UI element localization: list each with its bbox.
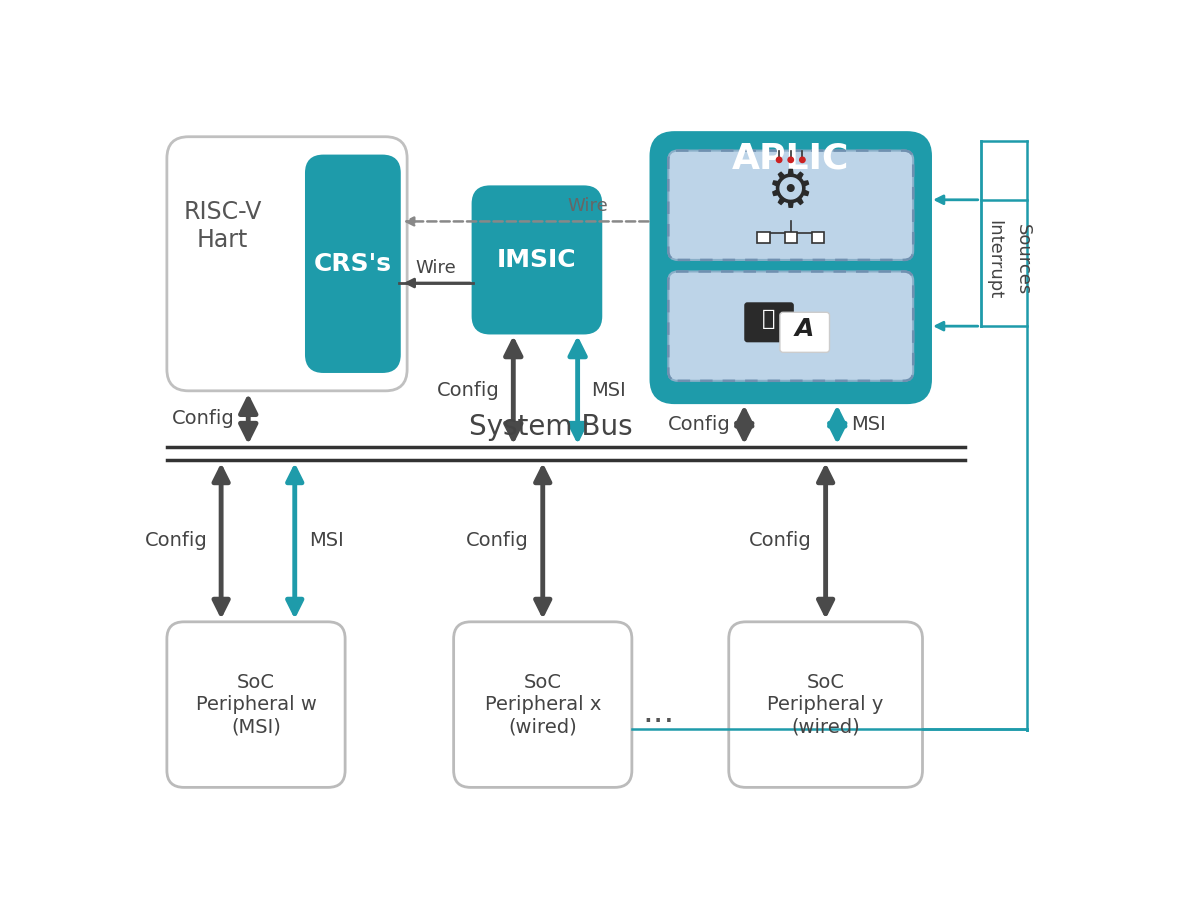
Text: 文: 文 <box>762 309 775 329</box>
FancyBboxPatch shape <box>729 621 923 787</box>
FancyBboxPatch shape <box>812 232 824 243</box>
FancyBboxPatch shape <box>473 187 601 333</box>
Text: Config: Config <box>466 531 529 550</box>
Text: System Bus: System Bus <box>468 413 632 441</box>
Text: SoC
Peripheral w
(MSI): SoC Peripheral w (MSI) <box>196 673 316 736</box>
FancyBboxPatch shape <box>668 151 913 260</box>
Text: Wire: Wire <box>566 198 608 216</box>
Text: Wire: Wire <box>415 259 457 277</box>
Text: Config: Config <box>668 415 730 434</box>
Text: Config: Config <box>437 381 499 400</box>
Text: A: A <box>795 318 814 341</box>
Text: CRS's: CRS's <box>314 252 392 276</box>
Circle shape <box>776 157 782 162</box>
FancyBboxPatch shape <box>651 133 930 402</box>
Text: IMSIC: IMSIC <box>497 248 577 272</box>
Text: APLIC: APLIC <box>732 142 850 175</box>
Text: ...: ... <box>643 695 675 729</box>
FancyBboxPatch shape <box>758 232 769 243</box>
FancyBboxPatch shape <box>453 621 631 787</box>
FancyBboxPatch shape <box>745 302 794 343</box>
Text: SoC
Peripheral y
(wired): SoC Peripheral y (wired) <box>767 673 884 736</box>
FancyBboxPatch shape <box>307 156 399 372</box>
Text: Config: Config <box>171 410 235 428</box>
FancyBboxPatch shape <box>166 621 345 787</box>
Text: MSI: MSI <box>591 381 627 400</box>
Text: ⚙: ⚙ <box>767 166 814 218</box>
Circle shape <box>788 157 793 162</box>
Text: Interrupt: Interrupt <box>985 220 1003 299</box>
FancyBboxPatch shape <box>780 312 830 353</box>
FancyBboxPatch shape <box>668 272 913 381</box>
Text: SoC
Peripheral x
(wired): SoC Peripheral x (wired) <box>485 673 601 736</box>
Circle shape <box>800 157 805 162</box>
FancyBboxPatch shape <box>166 137 407 391</box>
Text: Sources: Sources <box>1015 225 1032 296</box>
FancyBboxPatch shape <box>785 232 796 243</box>
Text: MSI: MSI <box>851 415 886 434</box>
Text: Config: Config <box>144 531 208 550</box>
Text: MSI: MSI <box>309 531 343 550</box>
Text: RISC-V
Hart: RISC-V Hart <box>183 199 262 252</box>
Text: Config: Config <box>749 531 812 550</box>
